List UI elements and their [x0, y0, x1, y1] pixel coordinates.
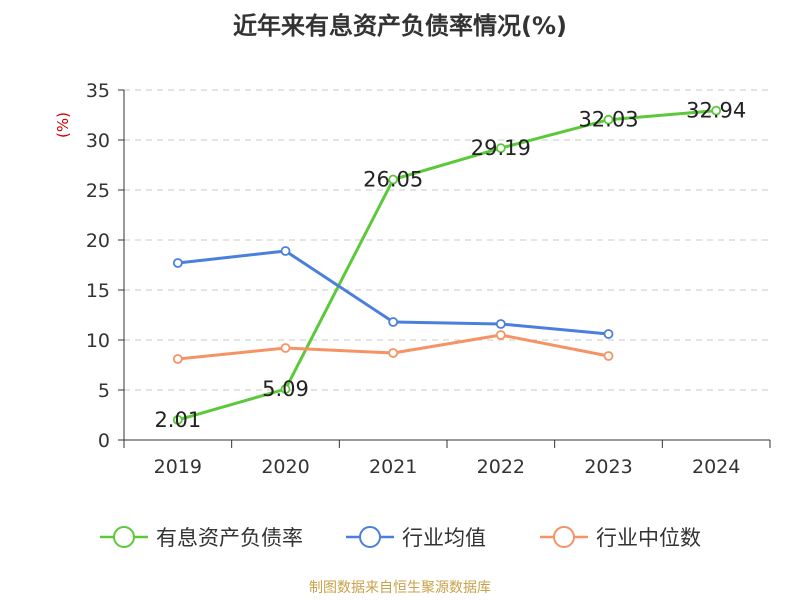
series-0-point-2023	[603, 114, 614, 125]
y-tick-label-5: 5	[98, 380, 110, 402]
series-0-point-2020	[280, 384, 291, 395]
y-tick-label-10: 10	[86, 330, 110, 352]
series-1-point-2023	[603, 329, 614, 339]
y-tick-label-25: 25	[86, 180, 110, 202]
chart-title: 近年来有息资产负债率情况(%)	[233, 12, 567, 40]
series-line-0	[177, 109, 717, 422]
y-tick-label-15: 15	[86, 280, 110, 302]
series-1-point-2022	[495, 319, 506, 329]
data-label-2021: 26.05	[363, 168, 423, 192]
x-tick-label-2023: 2023	[584, 456, 632, 478]
data-label-2019: 2.01	[154, 408, 201, 432]
series-1-point-2019	[172, 258, 183, 268]
x-tick-label-2024: 2024	[692, 456, 740, 478]
y-axis-label: (%)	[54, 112, 72, 138]
series-0-point-2022	[495, 143, 506, 154]
legend-label-0: 有息资产负债率	[156, 526, 303, 550]
x-tick-label-2019: 2019	[154, 456, 202, 478]
series-1-point-2020	[280, 246, 291, 256]
data-label-2022: 29.19	[471, 136, 531, 160]
series-2-point-2021	[388, 348, 399, 358]
series-2-point-2020	[280, 343, 291, 353]
legend-marker-1	[359, 526, 381, 548]
legend-marker-0	[113, 526, 135, 548]
y-tick-label-35: 35	[86, 80, 110, 102]
data-label-2024: 32.94	[686, 99, 746, 123]
series-2-point-2022	[495, 330, 506, 340]
series-2-point-2019	[172, 354, 183, 364]
x-tick-label-2022: 2022	[477, 456, 525, 478]
legend-label-1: 行业均值	[402, 526, 486, 550]
data-source-note: 制图数据来自恒生聚源数据库	[309, 580, 491, 596]
series-0-point-2024	[711, 105, 722, 116]
series-0-point-2021	[388, 174, 399, 185]
x-tick-label-2021: 2021	[369, 456, 417, 478]
x-tick-label-2020: 2020	[261, 456, 309, 478]
legend-marker-2	[553, 526, 575, 548]
series-0-point-2019	[172, 414, 183, 425]
series-2-point-2023	[603, 351, 614, 361]
y-tick-label-20: 20	[86, 230, 110, 252]
y-tick-label-30: 30	[86, 130, 110, 152]
y-tick-label-0: 0	[98, 430, 110, 452]
data-label-2023: 32.03	[578, 108, 638, 132]
series-1-point-2021	[388, 317, 399, 327]
data-label-2020: 5.09	[262, 377, 309, 401]
legend-label-2: 行业中位数	[596, 526, 701, 550]
